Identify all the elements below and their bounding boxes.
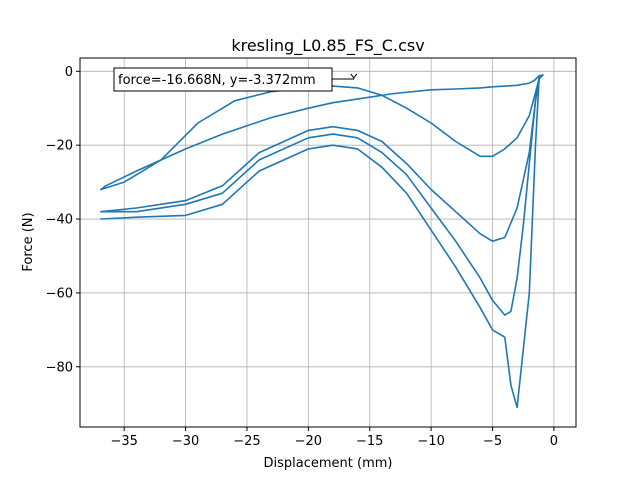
x-tick-label: −10 (417, 434, 444, 449)
x-axis-label: Displacement (mm) (264, 456, 393, 471)
x-tick-label: −5 (483, 434, 502, 449)
x-tick-label: −35 (110, 434, 137, 449)
series-line-1 (100, 74, 544, 191)
x-tick-label: −30 (172, 434, 199, 449)
axes-frame (79, 57, 577, 428)
series-line-5 (100, 76, 541, 316)
y-tick-label: −40 (46, 213, 73, 228)
y-tick-label: −60 (46, 286, 73, 301)
x-tick-label: 0 (550, 434, 558, 449)
series-line-3 (100, 76, 541, 242)
x-tick-label: −20 (295, 434, 322, 449)
y-tick-label: −80 (46, 360, 73, 375)
series-group (100, 74, 544, 409)
x-tick-label: −25 (233, 434, 260, 449)
annotation-text: force=-16.668N, y=-3.372mm (118, 73, 316, 88)
y-tick-label: 0 (65, 65, 73, 80)
series-line-4 (100, 76, 541, 409)
annotation-arrow (332, 73, 358, 80)
y-axis-ticks: 0 −20 −40 −60 −80 (46, 65, 80, 375)
grid-lines (80, 58, 576, 427)
y-tick-label: −20 (46, 139, 73, 154)
y-axis-label: Force (N) (21, 212, 36, 271)
x-axis-ticks: −35 −30 −25 −20 −15 −10 −5 0 (110, 427, 558, 449)
chart-title: kresling_L0.85_FS_C.csv (231, 36, 424, 56)
annotation: force=-16.668N, y=-3.372mm (113, 67, 358, 92)
series-line-2 (100, 74, 544, 191)
x-tick-label: −15 (356, 434, 383, 449)
